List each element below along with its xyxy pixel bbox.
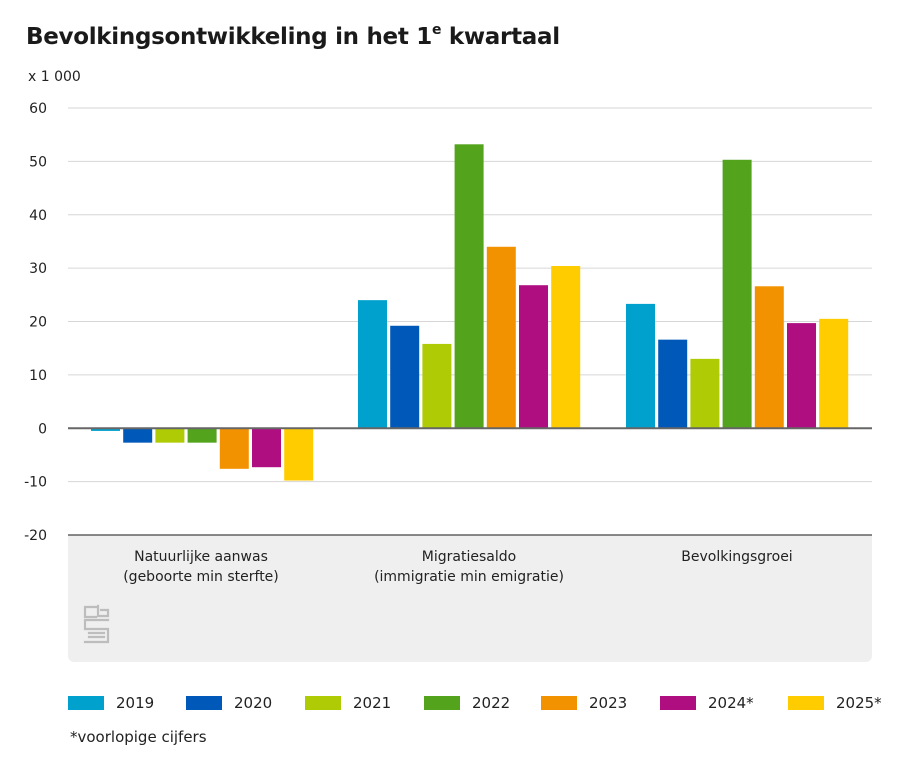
chart-title-superscript: e [431, 22, 442, 38]
bar-2025-cat1 [284, 428, 314, 481]
bar-2023-cat2 [486, 246, 516, 429]
legend-item-2019: 2019 [68, 691, 154, 715]
bar-2024-cat2 [519, 285, 548, 429]
category-label: Natuurlijke aanwas [134, 549, 268, 565]
bar-2022-cat1 [187, 428, 217, 443]
bar-2019-cat1 [91, 428, 120, 431]
bar-2023-cat3 [754, 286, 784, 429]
legend-label: 2022 [472, 694, 511, 712]
cbs-logo-b [96, 604, 110, 618]
category-sublabel: (geboorte min sterfte) [123, 569, 279, 585]
bar-2023-cat1 [219, 428, 249, 469]
bar-2019-cat3 [626, 303, 655, 429]
category-sublabel: (immigratie min emigratie) [374, 569, 564, 585]
bar-2019-cat2 [358, 300, 387, 429]
legend-item-2024: 2024* [660, 691, 754, 715]
legend-swatch [186, 696, 222, 710]
bar-2021-cat3 [690, 358, 720, 429]
chart-title-rest: kwartaal [441, 24, 560, 50]
y-tick-label: -10 [24, 475, 47, 491]
legend-item-2023: 2023 [541, 691, 627, 715]
y-tick-label: 20 [29, 315, 47, 331]
legend-item-2020: 2020 [186, 691, 272, 715]
category-label: Migratiesaldo [422, 549, 516, 565]
bar-2020-cat2 [390, 325, 420, 429]
bar-2021-cat1 [155, 428, 185, 443]
legend-label: 2021 [353, 694, 392, 712]
bar-2022-cat2 [454, 144, 484, 429]
y-tick-label: 40 [29, 208, 47, 224]
bar-2024-cat1 [252, 428, 281, 468]
y-axis-unit-label: x 1 000 [28, 69, 81, 85]
bar-2024-cat3 [787, 323, 816, 429]
bar-2022-cat3 [722, 159, 752, 429]
legend-item-2025: 2025* [788, 691, 882, 715]
bar-2020-cat3 [658, 339, 688, 429]
legend-swatch [68, 696, 104, 710]
category-label: Bevolkingsgroei [681, 549, 792, 565]
category-label-panel [68, 535, 872, 662]
legend-swatch [305, 696, 341, 710]
legend: 2019 2020 2021 2022 2023 2024* 2025* [68, 691, 888, 715]
y-tick-label: 0 [38, 421, 47, 437]
category-label-panel-top [68, 535, 872, 543]
bar-2020-cat1 [123, 428, 153, 443]
legend-label: 2023 [589, 694, 628, 712]
cbs-logo-icon [83, 604, 110, 644]
cbs-logo-c [83, 605, 98, 619]
bar-2021-cat2 [422, 343, 452, 429]
legend-label: 2019 [116, 694, 155, 712]
y-tick-label: 10 [29, 368, 47, 384]
y-tick-label: 30 [29, 261, 47, 277]
y-tick-label: 50 [29, 154, 47, 170]
bar-2025-cat2 [551, 265, 581, 429]
chart-title-main: Bevolkingsontwikkeling in het 1 [26, 24, 432, 50]
legend-item-2022: 2022 [424, 691, 510, 715]
legend-swatch [788, 696, 824, 710]
legend-label: 2025* [836, 694, 882, 712]
cbs-logo-s [83, 618, 110, 644]
chart-title: Bevolkingsontwikkeling in het 1e kwartaa… [26, 22, 560, 50]
legend-label: 2024* [708, 694, 754, 712]
bar-2025-cat3 [819, 318, 849, 429]
bar-chart: -20 -10 0 10 20 30 40 50 60 Natuurlijke aanwas (ge… [24, 101, 872, 662]
y-tick-label: -20 [24, 528, 47, 544]
legend-swatch [424, 696, 460, 710]
y-tick-label: 60 [29, 101, 47, 117]
legend-item-2021: 2021 [305, 691, 391, 715]
legend-label: 2020 [234, 694, 273, 712]
footnote: *voorlopige cijfers [70, 728, 207, 746]
legend-swatch [660, 696, 696, 710]
legend-swatch [541, 696, 577, 710]
